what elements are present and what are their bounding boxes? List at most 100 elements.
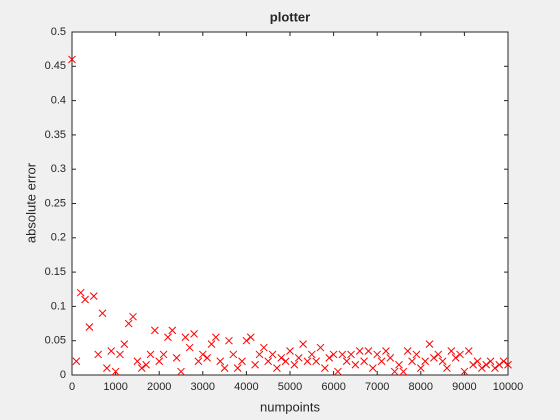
marker	[495, 360, 504, 369]
marker	[347, 350, 355, 359]
marker	[103, 364, 111, 372]
marker	[242, 336, 251, 345]
y-tick-label: 0.5	[51, 26, 66, 38]
marker	[251, 360, 259, 369]
marker	[129, 312, 137, 321]
marker	[277, 353, 286, 362]
marker	[72, 357, 81, 366]
marker	[334, 367, 342, 376]
marker	[303, 357, 312, 366]
marker	[150, 326, 159, 335]
marker	[377, 357, 386, 366]
marker	[368, 364, 377, 372]
marker	[259, 343, 268, 352]
marker	[364, 347, 373, 355]
marker	[477, 364, 486, 372]
marker	[133, 357, 142, 366]
marker	[482, 360, 491, 369]
x-tick-label: 10000	[493, 381, 524, 393]
marker	[307, 350, 316, 359]
marker	[403, 347, 412, 355]
marker	[225, 336, 233, 345]
marker	[238, 357, 246, 366]
marker	[168, 326, 177, 335]
y-tick-label: 0.45	[45, 60, 66, 72]
marker	[386, 353, 395, 362]
marker	[207, 340, 216, 348]
marker	[342, 357, 351, 366]
marker	[421, 357, 430, 366]
marker	[290, 360, 299, 369]
marker	[299, 340, 307, 348]
marker	[430, 353, 438, 362]
marker	[194, 357, 203, 366]
marker	[294, 353, 303, 362]
marker	[399, 367, 408, 376]
marker	[329, 350, 338, 359]
marker	[412, 350, 421, 359]
marker	[124, 319, 133, 328]
y-tick-label: 0.3	[51, 163, 66, 175]
marker	[107, 347, 116, 355]
marker	[264, 357, 273, 366]
marker	[246, 333, 255, 342]
marker	[120, 340, 129, 348]
marker	[325, 353, 334, 362]
marker	[94, 350, 103, 359]
y-tick-label: 0.2	[51, 232, 66, 244]
marker	[351, 360, 360, 369]
marker	[360, 357, 368, 366]
x-tick-label: 7000	[365, 381, 389, 393]
x-tick-label: 3000	[191, 381, 215, 393]
marker	[116, 350, 124, 359]
plot-area	[71, 31, 509, 376]
marker	[98, 309, 107, 318]
marker	[316, 343, 325, 352]
marker	[142, 360, 150, 369]
marker	[355, 347, 364, 355]
marker	[373, 350, 382, 359]
marker	[220, 364, 229, 372]
chart-title: plotter	[270, 9, 310, 24]
y-tick-label: 0.4	[51, 95, 66, 107]
x-tick-label: 5000	[278, 381, 302, 393]
marker	[81, 295, 89, 304]
marker	[89, 292, 98, 300]
marker	[164, 333, 172, 342]
marker	[434, 350, 443, 359]
marker	[447, 347, 456, 355]
marker	[281, 357, 290, 366]
marker	[499, 357, 508, 366]
x-tick-label: 9000	[452, 381, 476, 393]
marker	[76, 288, 85, 297]
x-tick-label: 1000	[103, 381, 127, 393]
x-tick-label: 8000	[409, 381, 433, 393]
marker	[491, 364, 499, 372]
marker	[172, 353, 181, 362]
marker	[473, 357, 482, 366]
marker	[111, 367, 120, 376]
marker	[185, 343, 194, 352]
marker	[268, 350, 277, 359]
y-tick-label: 0.15	[45, 266, 66, 278]
marker	[146, 350, 155, 359]
x-tick-label: 4000	[234, 381, 258, 393]
x-tick-label: 0	[69, 381, 75, 393]
marker	[460, 367, 469, 376]
marker	[273, 364, 281, 372]
y-tick-label: 0	[60, 369, 66, 381]
marker	[216, 357, 225, 366]
marker	[312, 357, 321, 366]
marker	[382, 347, 390, 355]
marker	[255, 350, 264, 359]
marker	[464, 347, 473, 355]
marker	[159, 350, 168, 359]
x-tick-label: 6000	[321, 381, 345, 393]
marker	[177, 367, 185, 376]
y-axis-label: absolute error	[23, 162, 38, 243]
marker	[229, 350, 238, 359]
x-tick-label: 2000	[147, 381, 171, 393]
marker	[438, 357, 447, 366]
